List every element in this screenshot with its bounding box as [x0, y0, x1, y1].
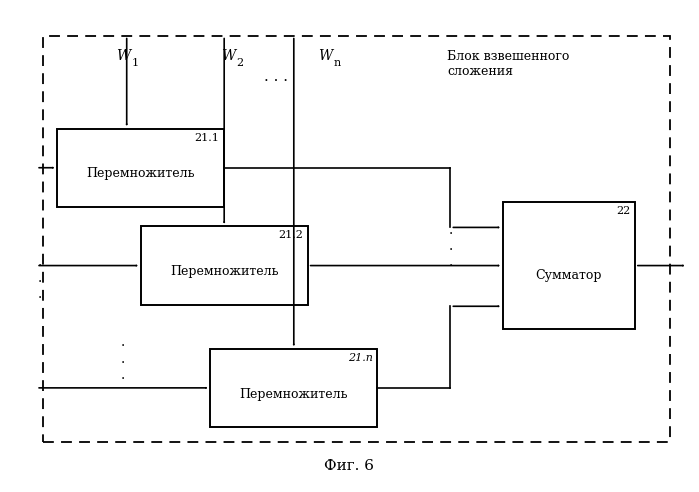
Bar	[210, 349, 377, 427]
Text: Сумматор: Сумматор	[535, 269, 602, 282]
Text: W: W	[318, 49, 333, 62]
Text: Блок взвешенного
сложения: Блок взвешенного сложения	[447, 50, 570, 78]
Text: .
.
.: . . .	[121, 336, 125, 382]
Text: 21.1: 21.1	[194, 132, 219, 143]
Text: W: W	[221, 49, 235, 62]
Bar	[140, 226, 308, 305]
Text: 22: 22	[616, 206, 630, 216]
Text: . . .: . . .	[264, 70, 289, 84]
Bar	[503, 202, 635, 329]
Text: 21.n: 21.n	[347, 353, 373, 363]
Text: Перемножитель: Перемножитель	[87, 167, 195, 181]
Bar	[43, 35, 670, 442]
Text: 21.2: 21.2	[278, 230, 303, 241]
Text: Фиг. 6: Фиг. 6	[324, 460, 375, 473]
Text: n: n	[333, 59, 340, 68]
Text: Перемножитель: Перемножитель	[240, 388, 348, 400]
Text: Перемножитель: Перемножитель	[170, 265, 278, 278]
Text: 1: 1	[131, 59, 138, 68]
Text: 2: 2	[236, 59, 243, 68]
Text: W: W	[116, 49, 131, 62]
Bar	[57, 128, 224, 207]
Text: .
.
.: . . .	[38, 254, 42, 301]
Text: .
.
.: . . .	[448, 223, 452, 269]
